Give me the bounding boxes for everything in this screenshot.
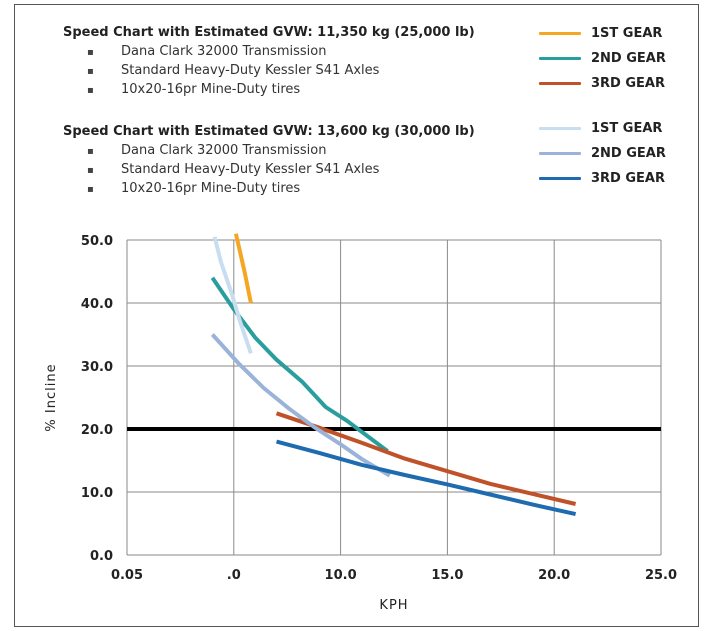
spec2-title: Speed Chart with Estimated GVW: 13,600 k… bbox=[63, 124, 475, 139]
x-tick-label: .0 bbox=[227, 568, 241, 583]
series-line bbox=[275, 439, 577, 517]
legend-label: 3RD GEAR bbox=[591, 76, 665, 91]
legend-label: 1ST GEAR bbox=[591, 26, 663, 41]
spec1-bullet: ▪ 10x20-16pr Mine-Duty tires bbox=[87, 80, 379, 99]
series-line bbox=[233, 233, 253, 304]
legend-group-1: 1ST GEAR 2ND GEAR 3RD GEAR bbox=[539, 21, 666, 96]
spec1-bullet-text: Standard Heavy-Duty Kessler S41 Axles bbox=[121, 63, 380, 78]
bullet-icon: ▪ bbox=[87, 47, 94, 58]
x-tick-label: 20.0 bbox=[538, 568, 570, 583]
legend-label: 1ST GEAR bbox=[591, 121, 663, 136]
y-tick-label: 10.0 bbox=[81, 486, 113, 501]
spec1-bullet-text: Dana Clark 32000 Transmission bbox=[121, 44, 327, 59]
spec1-bullet: ▪ Standard Heavy-Duty Kessler S41 Axles bbox=[87, 61, 379, 80]
legend-item: 3RD GEAR bbox=[539, 71, 666, 96]
spec2-bullet-text: Dana Clark 32000 Transmission bbox=[121, 143, 327, 158]
legend-label: 2ND GEAR bbox=[591, 51, 666, 66]
speed-chart: 0.0 10.0 20.0 30.0 40.0 50.0 0.05 .0 10.0 15.0 20.… bbox=[44, 233, 677, 613]
y-tick-label: 50.0 bbox=[81, 234, 113, 249]
x-tick-label: 25.0 bbox=[645, 568, 677, 583]
legend-swatch bbox=[539, 82, 581, 85]
spec1-list: ▪ Dana Clark 32000 Transmission ▪ Standard… bbox=[87, 42, 379, 99]
series-line bbox=[275, 411, 577, 506]
bullet-icon: ▪ bbox=[87, 66, 94, 77]
legend-item: 2ND GEAR bbox=[539, 46, 666, 71]
legend-swatch bbox=[539, 127, 581, 130]
legend-item: 2ND GEAR bbox=[539, 141, 666, 166]
spec2-list: ▪ Dana Clark 32000 Transmission ▪ Standard… bbox=[87, 141, 379, 198]
bullet-icon: ▪ bbox=[87, 184, 94, 195]
series-line bbox=[212, 236, 253, 355]
y-tick-label: 0.0 bbox=[90, 549, 113, 564]
series-line bbox=[210, 333, 391, 478]
spec2-bullet-text: 10x20-16pr Mine-Duty tires bbox=[121, 181, 301, 196]
spec2-bullet: ▪ Dana Clark 32000 Transmission bbox=[87, 141, 379, 160]
y-axis-label: % Incline bbox=[44, 363, 59, 431]
legend-swatch bbox=[539, 57, 581, 60]
spec2-bullet: ▪ 10x20-16pr Mine-Duty tires bbox=[87, 179, 379, 198]
spec2-bullet-text: Standard Heavy-Duty Kessler S41 Axles bbox=[121, 162, 380, 177]
legend-label: 3RD GEAR bbox=[591, 171, 665, 186]
legend-swatch bbox=[539, 177, 581, 180]
x-axis-label: KPH bbox=[379, 598, 408, 613]
y-tick-label: 20.0 bbox=[81, 423, 113, 438]
legend-swatch bbox=[539, 32, 581, 35]
spec1-bullet-text: 10x20-16pr Mine-Duty tires bbox=[121, 82, 301, 97]
legend-item: 3RD GEAR bbox=[539, 166, 666, 191]
legend-item: 1ST GEAR bbox=[539, 116, 666, 141]
legend-swatch bbox=[539, 152, 581, 155]
x-tick-label: 10.0 bbox=[325, 568, 357, 583]
spec2-bullet: ▪ Standard Heavy-Duty Kessler S41 Axles bbox=[87, 160, 379, 179]
spec1-title: Speed Chart with Estimated GVW: 11,350 k… bbox=[63, 25, 475, 40]
legend-label: 2ND GEAR bbox=[591, 146, 666, 161]
legend-group-2: 1ST GEAR 2ND GEAR 3RD GEAR bbox=[539, 116, 666, 191]
y-tick-label: 40.0 bbox=[81, 297, 113, 312]
spec1-bullet: ▪ Dana Clark 32000 Transmission bbox=[87, 42, 379, 61]
bullet-icon: ▪ bbox=[87, 146, 94, 157]
chart-frame: Speed Chart with Estimated GVW: 11,350 k… bbox=[14, 4, 699, 627]
x-tick-label: 15.0 bbox=[431, 568, 463, 583]
y-tick-label: 30.0 bbox=[81, 360, 113, 375]
bullet-icon: ▪ bbox=[87, 85, 94, 96]
bullet-icon: ▪ bbox=[87, 165, 94, 176]
x-tick-label: 0.05 bbox=[111, 568, 143, 583]
legend-item: 1ST GEAR bbox=[539, 21, 666, 46]
